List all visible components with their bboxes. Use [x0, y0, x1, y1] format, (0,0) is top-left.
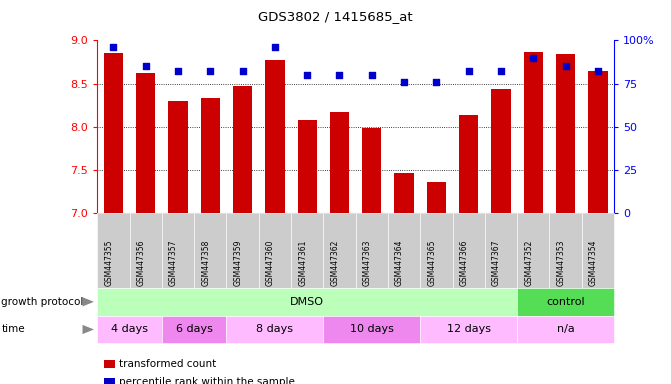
Bar	[233, 86, 252, 213]
Text: GSM447364: GSM447364	[395, 240, 404, 286]
Bar	[201, 98, 220, 213]
Text: n/a: n/a	[557, 324, 574, 334]
Point	[431, 79, 442, 85]
Point	[592, 68, 603, 74]
Text: transformed count: transformed count	[119, 359, 217, 369]
Text: GSM447361: GSM447361	[298, 240, 307, 286]
Text: GSM447354: GSM447354	[589, 240, 598, 286]
Bar	[523, 51, 543, 213]
Bar	[395, 172, 414, 213]
Bar	[459, 116, 478, 213]
Bar	[136, 73, 156, 213]
Text: growth protocol: growth protocol	[1, 297, 84, 307]
Text: GSM447365: GSM447365	[427, 240, 436, 286]
Text: GSM447353: GSM447353	[556, 240, 566, 286]
Point	[140, 63, 151, 70]
Point	[172, 68, 183, 74]
Bar	[588, 71, 607, 213]
Text: GSM447357: GSM447357	[169, 240, 178, 286]
Text: GSM447366: GSM447366	[460, 240, 468, 286]
Text: 6 days: 6 days	[176, 324, 213, 334]
Text: GSM447352: GSM447352	[524, 240, 533, 286]
Text: 4 days: 4 days	[111, 324, 148, 334]
Point	[238, 68, 248, 74]
Point	[463, 68, 474, 74]
Text: GSM447356: GSM447356	[137, 240, 146, 286]
Bar	[265, 60, 285, 213]
Bar	[491, 89, 511, 213]
Point	[528, 55, 539, 61]
Bar	[104, 53, 123, 213]
Bar	[330, 112, 349, 213]
Text: GDS3802 / 1415685_at: GDS3802 / 1415685_at	[258, 10, 413, 23]
Point	[399, 79, 409, 85]
Text: GSM447355: GSM447355	[105, 240, 113, 286]
Text: 12 days: 12 days	[447, 324, 491, 334]
Text: 10 days: 10 days	[350, 324, 394, 334]
Text: GSM447358: GSM447358	[201, 240, 210, 286]
Bar	[362, 128, 382, 213]
Bar	[168, 101, 188, 213]
Text: GSM447362: GSM447362	[331, 240, 340, 286]
Point	[302, 72, 313, 78]
Text: GSM447359: GSM447359	[234, 240, 243, 286]
Point	[366, 72, 377, 78]
Point	[108, 44, 119, 50]
Point	[496, 68, 507, 74]
Text: GSM447367: GSM447367	[492, 240, 501, 286]
Text: DMSO: DMSO	[290, 297, 324, 307]
Text: 8 days: 8 days	[256, 324, 293, 334]
Point	[205, 68, 215, 74]
Bar	[556, 54, 575, 213]
Text: time: time	[1, 324, 25, 334]
Text: GSM447363: GSM447363	[363, 240, 372, 286]
Text: control: control	[546, 297, 585, 307]
Bar	[297, 120, 317, 213]
Point	[560, 63, 571, 70]
Text: percentile rank within the sample: percentile rank within the sample	[119, 377, 295, 384]
Text: GSM447360: GSM447360	[266, 240, 275, 286]
Point	[334, 72, 345, 78]
Point	[270, 44, 280, 50]
Bar	[427, 182, 446, 213]
